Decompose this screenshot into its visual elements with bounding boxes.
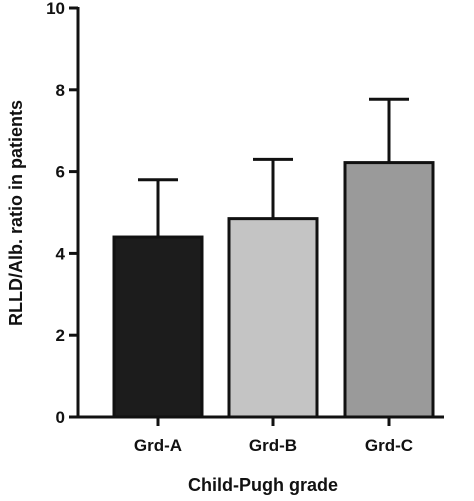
x-tick-label: Grd-A (134, 436, 182, 455)
bar (227, 217, 319, 419)
x-axis-title: Child-Pugh grade (188, 475, 338, 495)
x-tick-label: Grd-C (365, 436, 413, 455)
y-tick-label: 6 (56, 163, 65, 182)
plot-area: 0 2 4 6 8 10 Grd-A Grd-B Grd-C (46, 0, 444, 455)
y-axis-title: RLLD/Alb. ratio in patients (6, 100, 26, 326)
y-tick-label: 8 (56, 81, 65, 100)
y-tick-label: 10 (46, 0, 65, 18)
y-tick-label: 0 (56, 408, 65, 427)
bar (343, 161, 435, 419)
y-tick-label: 2 (56, 326, 65, 345)
x-tick-label: Grd-B (249, 436, 297, 455)
bar (112, 235, 204, 419)
y-tick-label: 4 (56, 244, 66, 263)
